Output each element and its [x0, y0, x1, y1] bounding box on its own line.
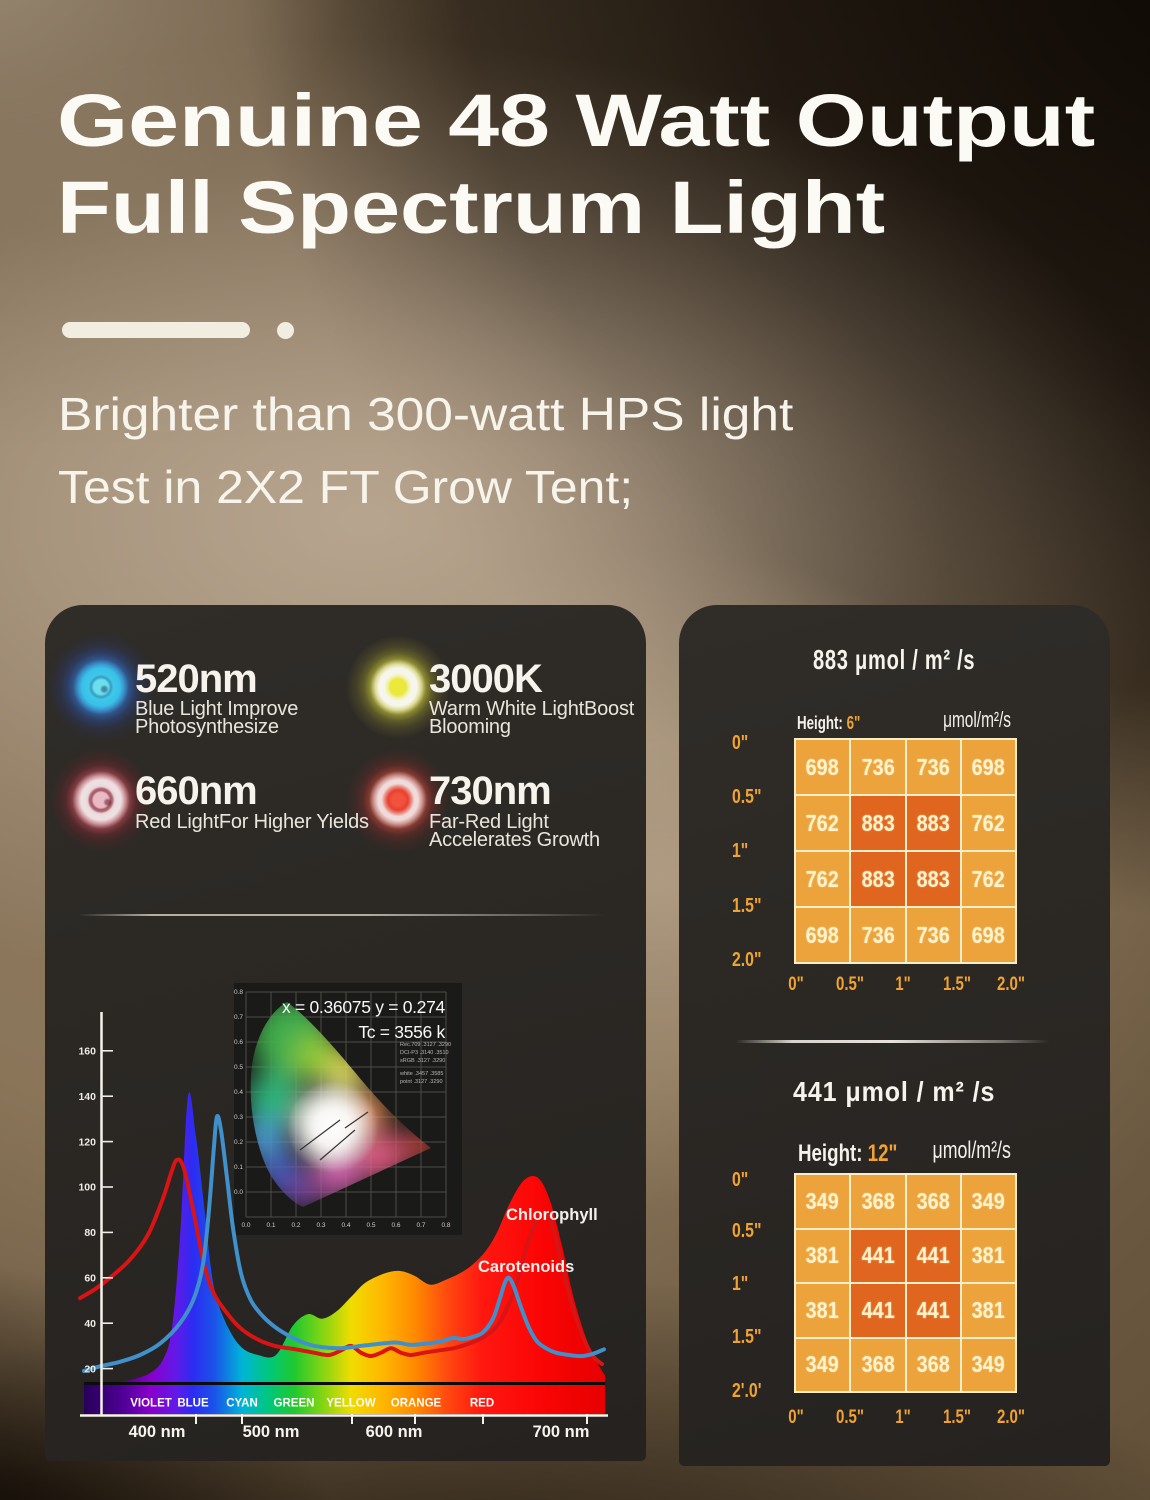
svg-text:Rec.709 .3127 .3290: Rec.709 .3127 .3290 — [400, 1042, 451, 1048]
svg-text:0.0: 0.0 — [234, 1189, 243, 1196]
svg-text:600 nm: 600 nm — [366, 1423, 423, 1441]
svg-text:0.3: 0.3 — [316, 1222, 325, 1229]
svg-text:0.0: 0.0 — [241, 1222, 250, 1229]
svg-text:120: 120 — [78, 1136, 96, 1148]
svg-text:CYAN: CYAN — [226, 1398, 258, 1410]
svg-text:0.3: 0.3 — [234, 1114, 243, 1121]
svg-text:RED: RED — [470, 1398, 494, 1410]
svg-text:0.5: 0.5 — [234, 1064, 243, 1071]
svg-text:0.6: 0.6 — [391, 1222, 400, 1229]
svg-text:0.1: 0.1 — [266, 1222, 275, 1229]
svg-text:YELLOW: YELLOW — [326, 1398, 375, 1410]
svg-text:20: 20 — [84, 1363, 96, 1375]
svg-text:DCI-P3 .3140 .3510: DCI-P3 .3140 .3510 — [400, 1050, 449, 1056]
svg-text:BLUE: BLUE — [177, 1398, 209, 1410]
svg-text:700 nm: 700 nm — [533, 1423, 590, 1441]
svg-text:x = 0.36075 y = 0.274: x = 0.36075 y = 0.274 — [282, 997, 446, 1017]
svg-text:0.8: 0.8 — [441, 1222, 450, 1229]
svg-text:100: 100 — [78, 1182, 96, 1194]
svg-text:0.5: 0.5 — [366, 1222, 375, 1229]
svg-text:0.6: 0.6 — [234, 1039, 243, 1046]
svg-text:VIOLET: VIOLET — [130, 1398, 172, 1410]
svg-text:80: 80 — [84, 1227, 96, 1239]
svg-text:0.4: 0.4 — [341, 1222, 350, 1229]
svg-text:Tc = 3556 k: Tc = 3556 k — [358, 1022, 445, 1042]
svg-text:0.7: 0.7 — [234, 1014, 243, 1021]
svg-text:ORANGE: ORANGE — [391, 1398, 442, 1410]
svg-text:white .3457 .3585: white .3457 .3585 — [399, 1071, 443, 1077]
svg-text:0.4: 0.4 — [234, 1089, 243, 1096]
svg-text:140: 140 — [78, 1091, 96, 1103]
svg-text:Carotenoids: Carotenoids — [478, 1258, 574, 1276]
svg-text:Chlorophyll: Chlorophyll — [506, 1206, 598, 1224]
svg-text:0.2: 0.2 — [291, 1222, 300, 1229]
svg-text:160: 160 — [78, 1046, 96, 1058]
svg-text:400 nm: 400 nm — [129, 1423, 186, 1441]
svg-text:GREEN: GREEN — [274, 1398, 315, 1410]
svg-text:0.2: 0.2 — [234, 1139, 243, 1146]
svg-text:point .3127 .3290: point .3127 .3290 — [400, 1079, 443, 1085]
svg-text:0.7: 0.7 — [416, 1222, 425, 1229]
svg-text:500 nm: 500 nm — [243, 1423, 300, 1441]
svg-text:60: 60 — [84, 1273, 96, 1285]
svg-text:sRGB .3127 .3290: sRGB .3127 .3290 — [400, 1058, 445, 1064]
svg-text:40: 40 — [84, 1318, 96, 1330]
svg-text:0.1: 0.1 — [234, 1164, 243, 1171]
svg-text:0.8: 0.8 — [234, 989, 243, 996]
